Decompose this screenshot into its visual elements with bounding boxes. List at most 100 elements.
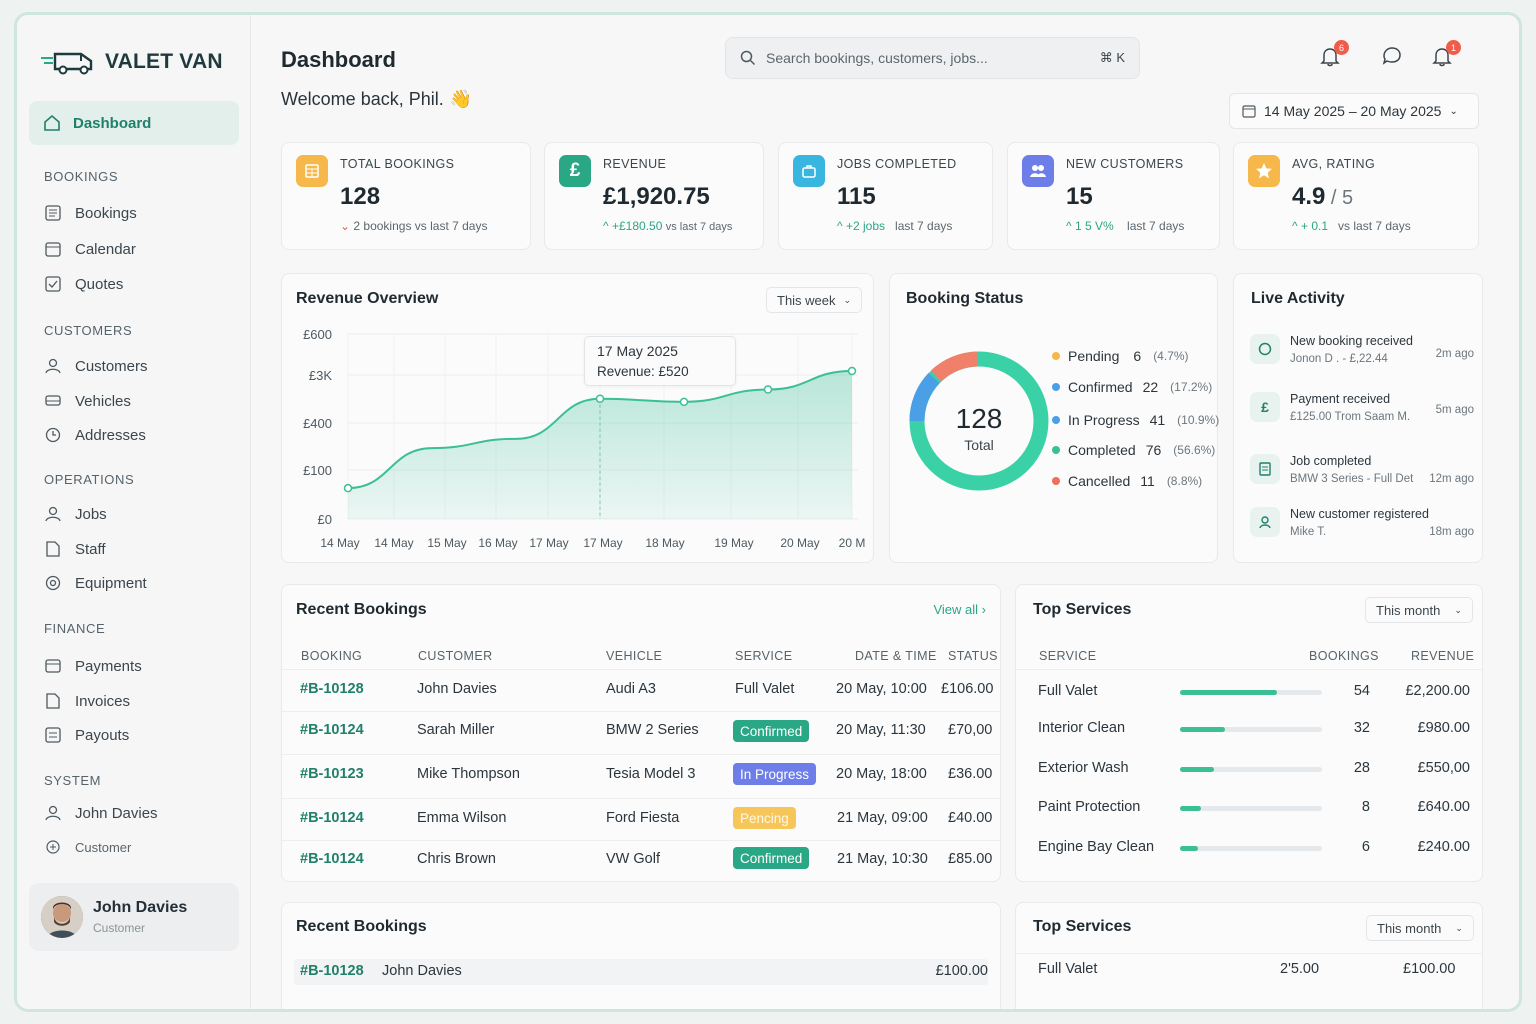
sidebar-item-customer-role[interactable]: Customer (43, 837, 131, 857)
services-period-dropdown[interactable]: This month ⌄ (1366, 915, 1474, 941)
table-row[interactable]: #B-10128 John Davies £100.00 (294, 959, 988, 985)
booking-id[interactable]: #B-10124 (300, 851, 364, 867)
activity-time: 18m ago (1429, 526, 1474, 538)
stat-card-avg-rating[interactable]: AVG, RATING 4.9 / 5 ^ + 0.1 vs last 7 da… (1233, 142, 1479, 250)
stat-card-new-customers[interactable]: NEW CUSTOMERS 15 ^ 1 5 V% last 7 days (1007, 142, 1220, 250)
customer-name: Mike Thompson (417, 766, 520, 782)
status-badge: Pencing (733, 807, 796, 829)
sidebar-item-quotes[interactable]: Quotes (43, 274, 123, 294)
datetime: 21 May, 10:30 (837, 851, 928, 867)
customer-name: Emma Wilson (417, 810, 507, 826)
sidebar-item-bookings[interactable]: Bookings (43, 203, 137, 223)
y-tick-label: £600 (303, 327, 332, 342)
sidebar-item-label: Bookings (75, 204, 137, 222)
sidebar-item-invoices[interactable]: Invoices (43, 691, 130, 711)
stat-card-total-bookings[interactable]: TOTAL BOOKINGS 128 ⌄ 2 bookings vs last … (281, 142, 531, 250)
sidebar-item-label: Customers (75, 357, 148, 375)
customer-name: Chris Brown (417, 851, 496, 867)
sidebar-item-payouts[interactable]: Payouts (43, 725, 129, 745)
person-icon (43, 504, 63, 524)
customer-name: John Davies (382, 963, 462, 979)
booking-id[interactable]: #B-10128 (300, 681, 364, 697)
sidebar-item-label: Quotes (75, 275, 124, 293)
users-icon (1022, 155, 1054, 187)
sidebar-item-label: Dashboard (73, 114, 152, 132)
sidebar-section-bookings: BOOKINGS (44, 169, 119, 184)
status-badge: Confirmed (733, 720, 810, 742)
divider (282, 754, 1000, 755)
service-bookings: 32 (1353, 720, 1370, 736)
sidebar-item-payments[interactable]: Payments (43, 656, 142, 676)
up-arrow-icon: ^ (603, 219, 609, 233)
sidebar-item-label: Jobs (75, 505, 107, 523)
view-all-link[interactable]: View all › (933, 602, 986, 617)
amount: £36.00 (948, 766, 993, 782)
service-bar-fill (1180, 690, 1277, 695)
sidebar-item-addresses[interactable]: Addresses (43, 425, 146, 445)
search-icon (740, 50, 756, 66)
data-point (847, 366, 857, 376)
sidebar: VALET VAN Dashboard BOOKINGS Bookings Ca… (17, 15, 251, 1009)
notifications-button[interactable]: 6 (1319, 40, 1349, 69)
chart-tooltip: 17 May 2025 Revenue: £520 (584, 336, 736, 386)
booking-id[interactable]: #B-10123 (300, 766, 364, 782)
activity-time: 2m ago (1435, 348, 1474, 360)
booking-id[interactable]: #B-10124 (300, 722, 364, 738)
dropdown-value: This week (777, 292, 836, 308)
booking-id[interactable]: #B-10128 (300, 963, 364, 979)
wave-icon: 👋 (449, 89, 473, 109)
stat-value: 128 (340, 183, 381, 210)
stat-card-jobs-completed[interactable]: JOBS COMPLETED 115 ^ +2 jobs last 7 days (778, 142, 993, 250)
welcome-text: Welcome back, Phil. (281, 89, 444, 109)
service-bar (1180, 806, 1322, 811)
date-range-picker[interactable]: 14 May 2025 – 20 May 2025 ⌄ (1229, 93, 1479, 129)
stat-label: AVG, RATING (1292, 157, 1376, 171)
search-placeholder: Search bookings, customers, jobs... (766, 50, 988, 66)
service-bar (1180, 767, 1322, 772)
service-revenue: £2,200.00 (1405, 683, 1470, 699)
sidebar-item-staff[interactable]: Staff (43, 539, 106, 559)
sidebar-item-dashboard[interactable]: Dashboard (29, 101, 239, 145)
card-title: Recent Bookings (296, 918, 427, 935)
service-bookings: 54 (1353, 683, 1370, 699)
stat-label: TOTAL BOOKINGS (340, 157, 455, 171)
stat-card-revenue[interactable]: £ REVENUE £1,920.75 ^ +£180.50 vs last 7… (544, 142, 764, 250)
revenue-chart[interactable]: £600 £3K £400 £100 £0 14 May 14 May 15 May 16 Ma… (282, 274, 875, 564)
donut-chart[interactable]: 128 Total (904, 346, 1054, 496)
legend-dot (1052, 477, 1060, 485)
divider (282, 798, 1000, 799)
sidebar-item-calendar[interactable]: Calendar (43, 239, 136, 259)
search-input[interactable]: Search bookings, customers, jobs... ⌘ K (725, 37, 1140, 79)
revenue-area (348, 371, 852, 519)
sidebar-item-customers[interactable]: Customers (43, 356, 148, 376)
chevron-down-icon: ⌄ (1449, 105, 1458, 117)
services-period-dropdown[interactable]: This month ⌄ (1365, 597, 1473, 623)
sidebar-item-vehicles[interactable]: Vehicles (43, 391, 131, 411)
divider (282, 840, 1000, 841)
stat-label: NEW CUSTOMERS (1066, 157, 1184, 171)
stat-delta: ^ 1 5 V% last 7 days (1066, 219, 1185, 233)
calendar-icon (1242, 105, 1256, 118)
sidebar-section-customers: CUSTOMERS (44, 323, 133, 338)
booking-id[interactable]: #B-10124 (300, 810, 364, 826)
sidebar-item-label: Vehicles (75, 392, 131, 410)
service-revenue: £640.00 (1417, 799, 1470, 815)
chevron-down-icon: ⌄ (1455, 922, 1463, 933)
messages-button[interactable] (1381, 45, 1405, 69)
service-name: Engine Bay Clean (1038, 839, 1155, 855)
y-tick-label: £100 (303, 463, 332, 478)
sidebar-item-profile[interactable]: John Davies (43, 803, 158, 823)
sidebar-item-jobs[interactable]: Jobs (43, 504, 107, 524)
legend-cancelled: Cancelled 11 (8.8%) (1052, 473, 1202, 489)
legend-pending: Pending 6 (4.7%) (1052, 348, 1189, 364)
sidebar-item-equipment[interactable]: Equipment (43, 573, 147, 593)
alerts-button[interactable]: 1 (1431, 40, 1461, 69)
user-card[interactable]: John Davies Customer (29, 883, 239, 951)
logo[interactable]: VALET VAN (41, 49, 223, 75)
card-title: Revenue Overview (296, 290, 439, 307)
revenue-period-dropdown[interactable]: This week ⌄ (766, 287, 863, 313)
x-tick-label: 14 May (374, 536, 413, 550)
stat-delta: ⌄ 2 bookings vs last 7 days (340, 219, 488, 233)
activity-title: New booking received (1290, 334, 1413, 348)
card-title: Top Services (1033, 601, 1132, 618)
